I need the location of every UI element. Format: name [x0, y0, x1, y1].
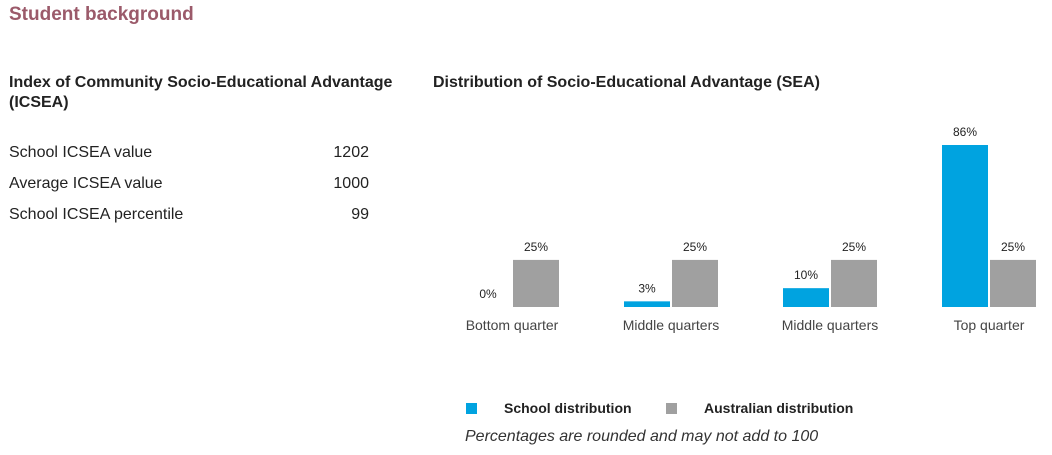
- bar-australia: [990, 259, 1036, 307]
- icsea-table: School ICSEA value 1202 Average ICSEA va…: [9, 137, 369, 230]
- sea-bar-chart: 0% 25% Bottom quarter 3% 25% Middle quarters 1…: [466, 125, 1036, 333]
- icsea-row: School ICSEA value 1202: [9, 137, 369, 168]
- legend-swatch-australia: [666, 403, 677, 414]
- data-label-australia: 25%: [683, 240, 707, 254]
- icsea-row-label: School ICSEA percentile: [9, 205, 184, 223]
- legend-label-school: School distribution: [504, 400, 632, 416]
- icsea-row-value: 1000: [333, 174, 369, 192]
- bar-australia: [513, 259, 559, 307]
- rounding-note: Percentages are rounded and may not add …: [465, 428, 819, 445]
- data-label-school: 0%: [479, 287, 497, 301]
- category-label: Bottom quarter: [466, 317, 559, 333]
- category-label: Middle quarters: [623, 317, 720, 333]
- data-label-school: 86%: [953, 125, 977, 139]
- bar-australia: [672, 259, 718, 307]
- legend-swatch-school: [466, 403, 477, 414]
- icsea-row-value: 99: [351, 205, 369, 223]
- data-label-school: 10%: [794, 268, 818, 282]
- category-label: Middle quarters: [782, 317, 879, 333]
- icsea-row: School ICSEA percentile 99: [9, 199, 369, 230]
- data-label-australia: 25%: [1001, 240, 1025, 254]
- icsea-row-label: Average ICSEA value: [9, 174, 163, 192]
- bar-school: [624, 301, 670, 307]
- bar-school: [783, 288, 829, 307]
- data-label-school: 3%: [638, 281, 656, 295]
- icsea-title: Index of Community Socio-Educational Adv…: [9, 74, 393, 111]
- category-label: Top quarter: [954, 317, 1025, 333]
- icsea-row-value: 1202: [333, 143, 369, 161]
- data-label-australia: 25%: [524, 240, 548, 254]
- icsea-row: Average ICSEA value 1000: [9, 168, 369, 199]
- chart-title: Distribution of Socio-Educational Advant…: [433, 74, 820, 91]
- icsea-row-label: School ICSEA value: [9, 143, 153, 161]
- bar-australia: [831, 259, 877, 307]
- legend-label-australia: Australian distribution: [704, 400, 854, 416]
- bar-school: [942, 145, 988, 307]
- section-title: Student background: [9, 4, 194, 25]
- data-label-australia: 25%: [842, 240, 866, 254]
